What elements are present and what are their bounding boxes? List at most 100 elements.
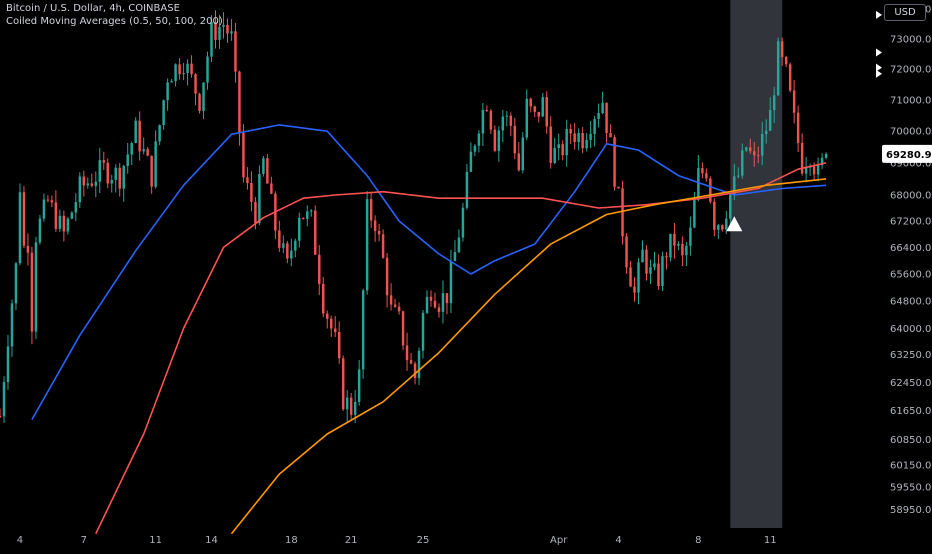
candle-body: [613, 137, 616, 187]
candle-body: [729, 194, 732, 219]
x-axis-tick-label: 14: [205, 535, 218, 546]
candle-body: [290, 250, 293, 259]
candle-body: [485, 109, 489, 111]
candle-body: [50, 200, 54, 203]
candle-body: [202, 82, 205, 112]
candle-body: [34, 242, 38, 332]
chart-legend-header: Bitcoin / U.S. Dollar, 4h, COINBASE Coil…: [6, 2, 223, 28]
candle-body: [266, 158, 269, 184]
candle-body: [126, 154, 129, 167]
candle-body: [529, 98, 532, 107]
x-axis-tick-label: 4: [615, 535, 621, 546]
candle-body: [373, 220, 377, 231]
ma-line-ma-50: [31, 124, 827, 420]
y-axis-tick-label: 71000.00: [890, 95, 932, 106]
candle-body: [541, 97, 544, 117]
highlight-band: [730, 0, 783, 528]
candle-body: [222, 24, 225, 27]
symbol-title[interactable]: Bitcoin / U.S. Dollar, 4h, COINBASE: [6, 3, 180, 14]
candle-body: [417, 350, 421, 379]
y-axis-tick-label: 72000.00: [890, 65, 932, 76]
y-axis-tick-label: 58950.00: [890, 505, 932, 516]
candle-body: [206, 56, 209, 83]
candle-body: [796, 112, 800, 143]
candle-body: [629, 267, 632, 287]
candle-body: [549, 126, 552, 163]
candle-body: [505, 115, 509, 117]
candle-body: [210, 22, 213, 57]
x-axis-tick-label: 7: [81, 535, 87, 546]
x-axis-tick-label: 8: [695, 535, 701, 546]
candle-body: [593, 119, 596, 134]
candle-body: [401, 311, 405, 346]
candle-body: [18, 192, 22, 264]
y-axis-tick-label: 73000.00: [890, 34, 932, 45]
candle-body: [14, 263, 18, 304]
y-axis-tick-label: 66400.00: [890, 243, 932, 254]
candle-body: [625, 236, 628, 268]
candle-body: [298, 217, 301, 241]
candle-body: [361, 290, 365, 370]
alert-arrow-icon: [876, 48, 882, 57]
candle-body: [573, 133, 576, 143]
candle-body: [278, 230, 281, 248]
candle-body: [341, 358, 345, 410]
y-axis-tick-label: 64800.00: [890, 297, 932, 308]
alert-arrow-icon: [876, 63, 882, 72]
candle-body: [242, 132, 245, 178]
candle-body: [138, 120, 141, 152]
candle-body: [345, 397, 349, 410]
x-axis-tick-label: 4: [17, 535, 23, 546]
candle-body: [772, 95, 776, 111]
candle-body: [721, 225, 724, 230]
candle-body: [282, 243, 285, 248]
candle-body: [705, 173, 708, 179]
candle-body: [768, 110, 772, 131]
candle-body: [78, 176, 82, 203]
candle-body: [174, 64, 177, 82]
candle-body: [421, 312, 425, 351]
candle-body: [114, 167, 117, 180]
currency-button[interactable]: USD: [884, 4, 926, 21]
candle-body: [637, 262, 640, 293]
candle-body: [190, 63, 193, 75]
candle-body: [469, 151, 473, 172]
alert-arrow-icon: [876, 10, 882, 19]
y-axis-tick-label: 64000.00: [890, 324, 932, 335]
candle-body: [98, 160, 102, 182]
candle-body: [393, 304, 397, 307]
x-axis-tick-label: Apr: [550, 535, 568, 546]
candle-body: [457, 237, 461, 253]
candle-body: [533, 106, 536, 112]
candle-body: [22, 192, 26, 246]
y-axis-tick-label: 62450.00: [890, 378, 932, 389]
candle-body: [234, 31, 237, 72]
y-axis-tick-label: 63250.00: [890, 350, 932, 361]
candle-body: [784, 57, 788, 65]
candle-body: [820, 157, 824, 166]
candle-body: [633, 286, 636, 293]
indicator-title[interactable]: Coiled Moving Averages (0.5, 50, 100, 20…: [6, 16, 223, 27]
candle-body: [577, 133, 580, 143]
x-axis-tick-label: 21: [345, 535, 358, 546]
candle-body: [545, 97, 548, 127]
candle-body: [333, 328, 337, 332]
candle-body: [54, 202, 58, 229]
candle-body: [326, 313, 329, 319]
candle-body: [369, 199, 373, 221]
candle-body: [118, 167, 121, 189]
candle-body: [226, 24, 229, 34]
candle-body: [397, 306, 401, 312]
y-axis-tick-label: 67200.00: [890, 217, 932, 228]
candle-body: [461, 207, 465, 238]
candle-body: [561, 144, 564, 156]
candle-body: [238, 71, 241, 133]
candle-body: [585, 139, 588, 149]
signal-marker-triangle: [726, 216, 743, 232]
candle-body: [589, 133, 592, 140]
candle-body: [453, 252, 457, 262]
candle-body: [0, 416, 2, 418]
